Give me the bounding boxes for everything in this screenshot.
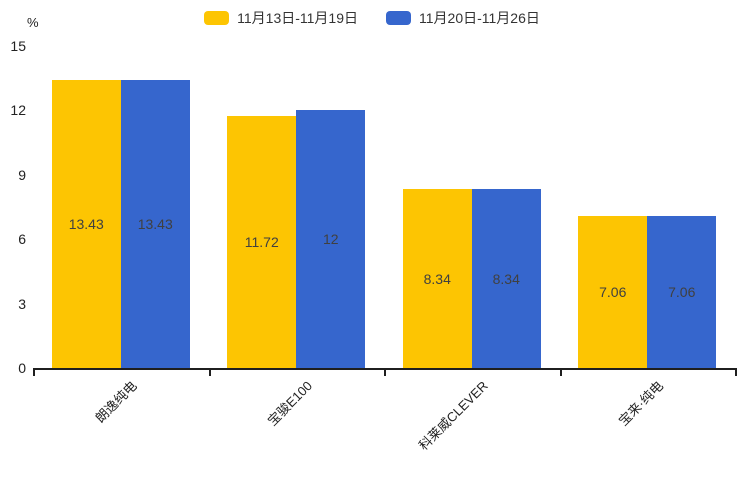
x-axis-category-label: 朗逸纯电 <box>92 378 140 426</box>
y-axis-tick-label: 0 <box>18 360 26 376</box>
bar-value-label: 13.43 <box>137 216 173 232</box>
legend-swatch-week2-icon <box>386 11 411 25</box>
x-axis-tick <box>559 368 562 376</box>
bar-value-label: 13.43 <box>68 216 104 232</box>
x-axis-tick <box>208 368 211 376</box>
x-axis-category-label: 宝骏E100 <box>264 378 315 429</box>
legend-label-week1: 11月13日-11月19日 <box>237 10 358 26</box>
chart-legend: 11月13日-11月19日 11月20日-11月26日 <box>0 8 744 28</box>
x-axis-category-label: 宝来·纯电 <box>615 378 666 429</box>
bar-value-label: 8.34 <box>492 270 520 287</box>
bar-series2-cat4: 7.06 <box>647 216 717 368</box>
x-axis-tick <box>33 368 35 376</box>
bar-value-label: 8.34 <box>423 270 451 287</box>
x-axis-category-label: 科莱威CLEVER <box>415 378 491 454</box>
y-axis-tick-label: 9 <box>18 166 26 183</box>
x-axis-tick <box>735 368 737 376</box>
legend-item-week1[interactable]: 11月13日-11月19日 <box>204 8 358 28</box>
bar-series2-cat3: 8.34 <box>471 189 541 368</box>
y-axis-unit-label: % <box>27 15 39 30</box>
bar-value-label: 7.06 <box>668 284 696 300</box>
y-axis-tick-label: 15 <box>10 38 26 54</box>
x-axis-tick <box>384 368 386 376</box>
legend-item-week2[interactable]: 11月20日-11月26日 <box>386 8 540 28</box>
bar-value-label: 12 <box>322 231 339 247</box>
y-axis-tick-label: 6 <box>18 231 26 248</box>
bar-series1-cat2: 11.72 <box>227 116 297 368</box>
bar-value-label: 11.72 <box>244 234 279 250</box>
legend-label-week2: 11月20日-11月26日 <box>419 10 540 26</box>
y-axis-tick-label: 12 <box>10 102 26 119</box>
y-axis-tick-label: 3 <box>18 295 26 312</box>
bar-series2-cat2: 12 <box>296 110 366 368</box>
bar-series1-cat3: 8.34 <box>402 189 472 368</box>
bar-series1-cat1: 13.43 <box>51 80 121 368</box>
bar-value-label: 7.06 <box>599 284 627 300</box>
bar-series1-cat4: 7.06 <box>578 216 648 368</box>
bar-series2-cat1: 13.43 <box>120 80 190 368</box>
legend-swatch-week1-icon <box>204 11 230 25</box>
